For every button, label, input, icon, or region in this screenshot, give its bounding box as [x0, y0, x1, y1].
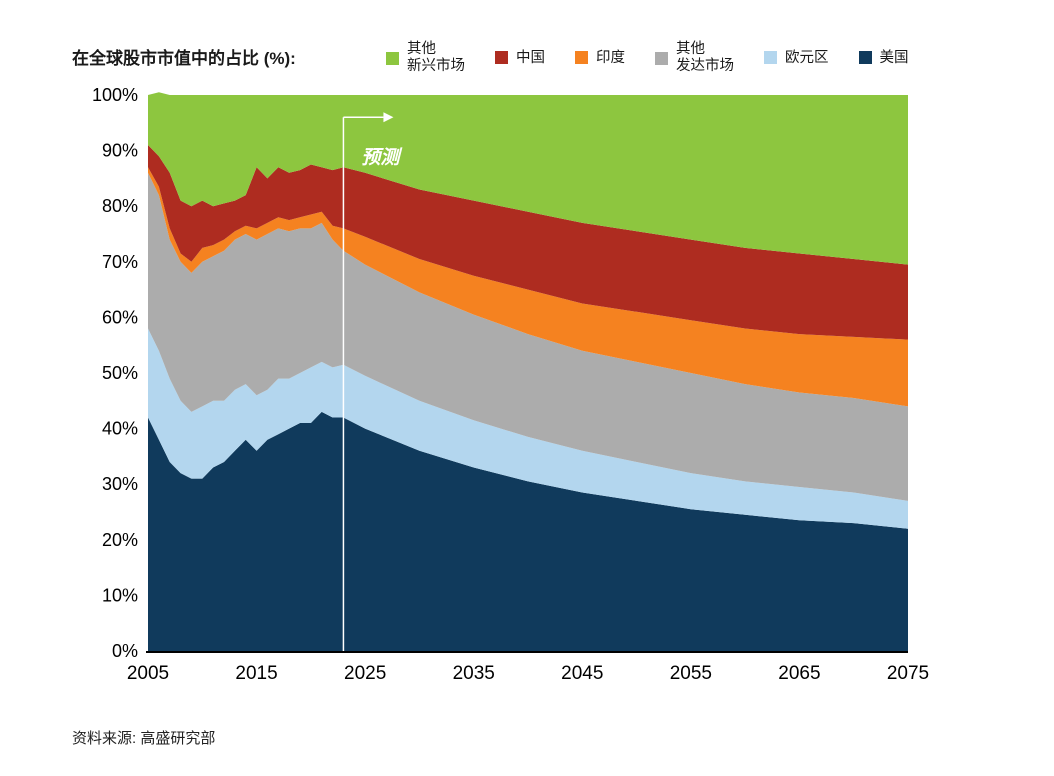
area-美国: [148, 411, 908, 651]
x-tick-label: 2065: [778, 663, 820, 684]
legend-swatch: [495, 51, 508, 65]
x-tick-label: 2075: [887, 663, 929, 684]
x-tick-label: 2005: [127, 663, 169, 684]
x-tick-label: 2055: [670, 663, 712, 684]
y-tick-label: 50%: [102, 363, 138, 383]
y-tick-label: 80%: [102, 196, 138, 216]
y-tick-label: 90%: [102, 141, 138, 161]
x-tick-label: 2035: [453, 663, 495, 684]
legend-item-印度: 印度: [575, 50, 625, 67]
legend-label: 美国: [879, 49, 909, 66]
legend-label: 中国: [516, 49, 545, 66]
legend-swatch: [575, 51, 588, 65]
forecast-label: 预测: [361, 147, 403, 169]
area-其他新兴市场: [148, 92, 908, 265]
legend-item-美国: 美国: [858, 49, 909, 67]
y-tick-label: 60%: [102, 307, 138, 327]
x-tick-label: 2015: [235, 663, 277, 684]
forecast-arrow-head: [383, 112, 394, 123]
legend-label: 其他 新兴市场: [407, 41, 465, 74]
legend-label: 欧元区: [785, 49, 829, 66]
legend-label: 其他 发达市场: [676, 41, 734, 74]
legend-swatch: [764, 51, 777, 65]
chart-title: 在全球股市市值中的占比 (%):: [72, 49, 296, 68]
legend-label: 印度: [596, 49, 625, 66]
y-tick-label: 40%: [102, 419, 138, 439]
legend-item-欧元区: 欧元区: [764, 50, 829, 67]
y-tick-label: 100%: [92, 85, 138, 105]
legend-swatch: [858, 51, 872, 65]
legend-item-其他发达市场: 其他 发达市场: [655, 41, 734, 74]
area-其他发达市场: [148, 172, 908, 501]
y-tick-label: 20%: [102, 530, 138, 550]
y-tick-label: 10%: [102, 585, 138, 605]
legend: 其他 新兴市场 中国 印度 其他 发达市场 欧元区 美国: [386, 36, 909, 80]
legend-swatch: [386, 51, 399, 65]
y-tick-label: 30%: [102, 474, 138, 494]
y-tick-label: 70%: [102, 252, 138, 272]
x-tick-label: 2025: [344, 663, 386, 684]
source-note: 资料来源: 高盛研究部: [72, 730, 216, 747]
legend-item-其他新兴市场: 其他 新兴市场: [386, 41, 465, 74]
area-印度: [148, 167, 908, 407]
legend-item-中国: 中国: [495, 50, 545, 67]
legend-swatch: [655, 51, 668, 65]
x-tick-label: 2045: [561, 663, 603, 684]
area-欧元区: [148, 328, 908, 529]
area-中国: [148, 145, 908, 340]
y-tick-label: 0%: [112, 641, 138, 661]
